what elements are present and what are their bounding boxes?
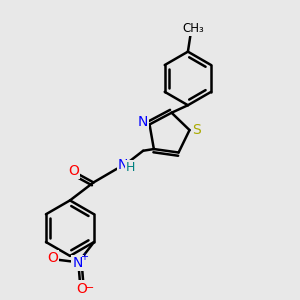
Text: O: O — [76, 282, 87, 296]
Text: O: O — [47, 251, 58, 265]
Text: N: N — [118, 158, 128, 172]
Text: N: N — [73, 256, 83, 270]
Text: O: O — [68, 164, 79, 178]
Text: +: + — [80, 252, 88, 262]
Text: CH₃: CH₃ — [182, 22, 204, 35]
Text: H: H — [126, 160, 135, 174]
Text: −: − — [84, 284, 94, 293]
Text: N: N — [137, 115, 148, 129]
Text: S: S — [192, 123, 201, 137]
